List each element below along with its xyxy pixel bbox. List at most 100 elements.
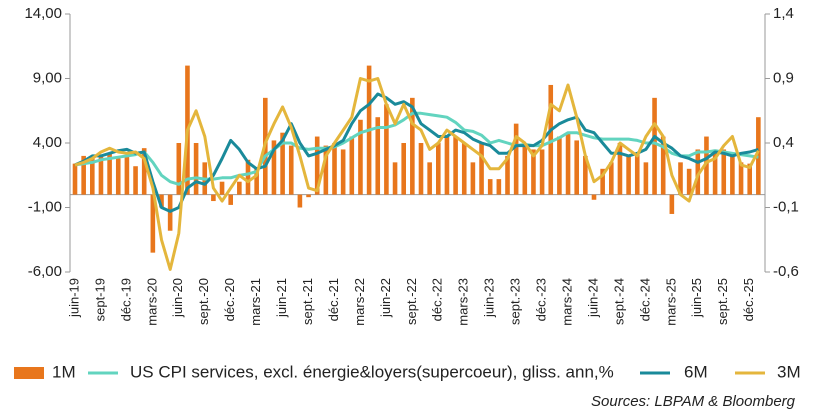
bar xyxy=(669,194,675,214)
x-tick-label: déc.-24 xyxy=(637,278,652,321)
bar xyxy=(349,136,355,195)
x-tick-label: juin-19 xyxy=(66,278,81,318)
x-tick-label: juin-20 xyxy=(170,278,185,318)
bar xyxy=(583,155,588,195)
x-tick-label: mars-23 xyxy=(456,278,471,326)
bar xyxy=(634,153,640,195)
bar xyxy=(211,194,216,202)
bar xyxy=(574,140,579,195)
y-tick-label: 4,00 xyxy=(33,134,62,151)
bar xyxy=(505,155,510,195)
bar xyxy=(487,179,493,195)
bar xyxy=(591,194,597,200)
bar xyxy=(721,149,727,195)
x-tick-label: juin-24 xyxy=(585,278,600,318)
y2-tick-label: -0,1 xyxy=(773,198,799,215)
x-tick-label: sept.-25 xyxy=(715,278,730,325)
x-tick-label: déc.-23 xyxy=(534,278,549,321)
bar xyxy=(513,123,519,195)
x-tick-label: sept.-20 xyxy=(196,278,211,325)
bar xyxy=(401,143,406,195)
source: Sources: LBPAM & Bloomberg xyxy=(591,393,796,410)
bar xyxy=(297,194,303,208)
bar xyxy=(695,149,701,195)
bar xyxy=(245,159,251,195)
bar xyxy=(81,155,86,195)
bar xyxy=(617,143,623,195)
x-tick-label: déc.-21 xyxy=(326,278,341,321)
y-tick-label: -1,00 xyxy=(28,198,62,215)
x-tick-label: juin-21 xyxy=(274,278,289,318)
bar xyxy=(340,149,346,195)
bar xyxy=(418,143,424,195)
bar xyxy=(522,143,528,195)
bar xyxy=(479,143,484,195)
bar xyxy=(461,143,467,195)
x-tick-label: déc.-19 xyxy=(118,278,133,321)
legend-label: US CPI services, excl. énergie&loyers(su… xyxy=(130,362,614,381)
bar xyxy=(98,155,104,195)
bar xyxy=(219,181,225,195)
bar xyxy=(609,162,614,195)
bar xyxy=(72,163,78,195)
bar xyxy=(436,143,441,195)
bar xyxy=(141,148,147,195)
x-tick-label: déc.-25 xyxy=(741,278,756,321)
line xyxy=(74,77,760,271)
bar xyxy=(237,181,242,195)
bar xyxy=(384,104,389,195)
bar xyxy=(306,194,311,198)
bar xyxy=(531,149,536,195)
bar xyxy=(90,158,95,195)
y-tick-label: 9,00 xyxy=(33,69,62,86)
bar xyxy=(107,153,112,195)
bar xyxy=(314,136,320,195)
bar xyxy=(730,155,735,195)
bar xyxy=(176,143,182,195)
bar xyxy=(643,162,649,195)
x-tick-label: mars-24 xyxy=(559,278,574,326)
bar xyxy=(600,168,605,195)
bar xyxy=(747,163,752,195)
y-tick-label: 14,00 xyxy=(24,5,62,22)
legend-label: 6M xyxy=(684,362,708,381)
x-tick-label: sept.-23 xyxy=(508,278,523,325)
bar xyxy=(124,155,130,195)
bar xyxy=(410,97,415,195)
x-tick-label: mars-25 xyxy=(663,278,678,326)
x-tick-label: sept.-24 xyxy=(611,278,626,325)
bar xyxy=(712,149,718,195)
bar xyxy=(470,162,476,195)
bar xyxy=(150,194,156,253)
bar xyxy=(115,158,121,195)
x-tick-label: mars-21 xyxy=(248,278,263,326)
bar xyxy=(375,117,381,195)
x-tick-label: sept.-22 xyxy=(404,278,419,325)
bar xyxy=(738,162,744,195)
legend-swatch xyxy=(14,367,44,379)
bar xyxy=(159,194,164,208)
bar xyxy=(133,166,138,195)
line xyxy=(74,92,759,213)
bar xyxy=(280,132,285,195)
bar xyxy=(427,162,432,195)
bar xyxy=(254,168,259,195)
bar xyxy=(660,136,666,195)
bar xyxy=(652,97,657,195)
bar xyxy=(686,168,692,195)
bar xyxy=(539,149,545,195)
x-tick-label: déc.-20 xyxy=(222,278,237,321)
bar xyxy=(271,140,277,195)
x-tick-label: déc.-22 xyxy=(430,278,445,321)
bar xyxy=(453,136,458,195)
bar xyxy=(678,162,683,195)
bar xyxy=(228,194,233,205)
bar xyxy=(565,132,571,195)
bar xyxy=(496,179,502,195)
x-tick-label: juin-22 xyxy=(378,278,393,318)
bar xyxy=(392,162,398,195)
x-tick-label: juin-23 xyxy=(482,278,497,318)
x-tick-label: mars-20 xyxy=(144,278,159,326)
y2-tick-label: 0,9 xyxy=(773,69,794,86)
